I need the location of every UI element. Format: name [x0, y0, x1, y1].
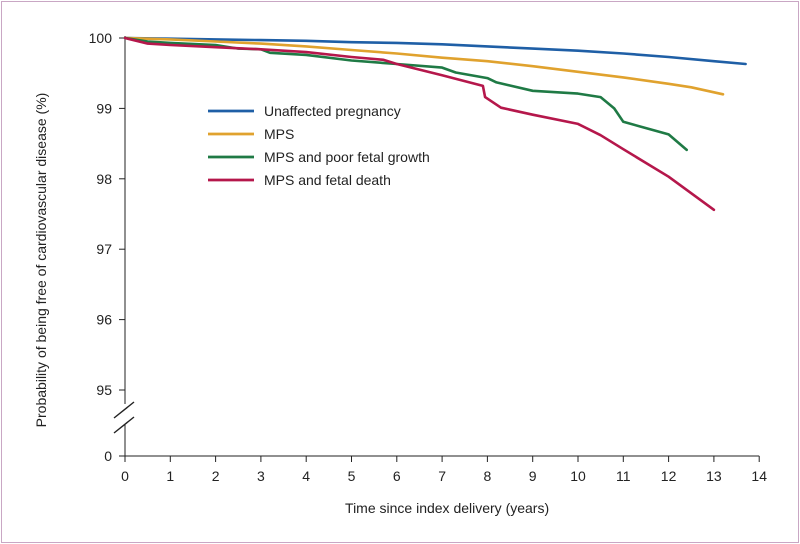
x-tick-label: 3 — [257, 468, 265, 484]
series-lines — [123, 36, 747, 212]
y-tick-label: 97 — [96, 241, 112, 257]
x-tick-label: 1 — [166, 468, 174, 484]
series-line — [123, 36, 688, 152]
x-tick-label: 5 — [348, 468, 356, 484]
x-tick-label: 8 — [484, 468, 492, 484]
x-tick-label: 11 — [616, 468, 631, 484]
series-line — [123, 36, 725, 96]
axis-break-mark — [113, 401, 135, 434]
axis-break-slash — [113, 401, 135, 419]
y-tick-label: 96 — [96, 312, 112, 328]
legend-label: MPS — [264, 126, 294, 142]
x-tick-label: 13 — [706, 468, 722, 484]
legend-label: MPS and poor fetal growth — [264, 149, 430, 165]
x-tick-label: 9 — [529, 468, 537, 484]
x-tick-label: 12 — [661, 468, 677, 484]
y-ticks: 0 95 96 97 98 99 100 — [89, 30, 125, 464]
x-tick-label: 2 — [212, 468, 220, 484]
axis-break-slash — [113, 416, 135, 434]
x-tick-label: 0 — [121, 468, 129, 484]
y-axis-title: Probability of being free of cardiovascu… — [33, 93, 49, 428]
y-tick-label: 100 — [89, 30, 113, 46]
legend: Unaffected pregnancy MPS MPS and poor feta… — [208, 103, 430, 188]
x-tick-label: 4 — [302, 468, 310, 484]
y-tick-label: 98 — [96, 171, 112, 187]
x-ticks: 0 1 2 3 4 5 6 7 8 9 10 11 12 13 14 — [121, 456, 767, 484]
series-line — [123, 36, 747, 66]
x-tick-label: 7 — [438, 468, 446, 484]
y-tick-label: 99 — [96, 100, 112, 116]
axes — [113, 36, 760, 457]
x-tick-label: 14 — [751, 468, 767, 484]
series-line — [123, 36, 716, 212]
y-tick-label: 95 — [96, 382, 112, 398]
x-axis-title: Time since index delivery (years) — [345, 500, 549, 516]
legend-label: MPS and fetal death — [264, 172, 391, 188]
x-tick-label: 6 — [393, 468, 401, 484]
x-tick-label: 10 — [570, 468, 586, 484]
y-tick-label: 0 — [104, 448, 112, 464]
legend-label: Unaffected pregnancy — [264, 103, 401, 119]
